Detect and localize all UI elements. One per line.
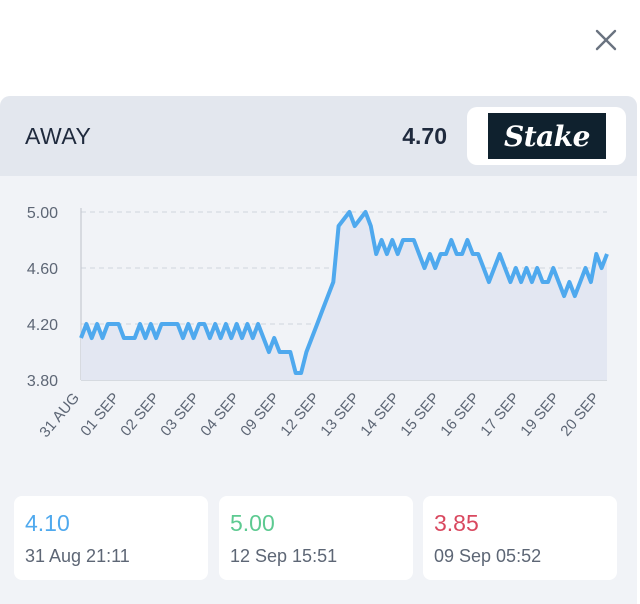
opening-odds-value: 4.10 (25, 510, 70, 536)
highest-odds-time: 12 Sep 15:51 (230, 546, 338, 566)
x-tick-label: 14 SEP (357, 390, 403, 440)
y-tick-label: 4.20 (27, 317, 58, 334)
x-tick-label: 19 SEP (517, 390, 563, 440)
x-tick-label: 13 SEP (317, 390, 363, 440)
opening-odds-card: 4.10 31 Aug 21:11 (14, 496, 208, 580)
bookmaker-badge[interactable]: Stake (467, 107, 626, 165)
series-area (81, 212, 607, 380)
odds-history-panel: AWAY 4.70 Stake 5.00 4.60 4.20 3.80 31 AUG 01… (0, 96, 637, 604)
y-tick-label: 5.00 (27, 205, 58, 222)
highest-odds-value: 5.00 (230, 510, 275, 536)
close-button[interactable] (592, 26, 620, 54)
lowest-odds-card: 3.85 09 Sep 05:52 (423, 496, 617, 580)
panel-header: AWAY 4.70 Stake (0, 96, 637, 176)
y-tick-label: 4.60 (27, 261, 58, 278)
lowest-odds-time: 09 Sep 05:52 (434, 546, 542, 566)
current-odds: 4.70 (402, 123, 447, 149)
x-tick-label: 12 SEP (277, 390, 323, 440)
lowest-odds-value: 3.85 (434, 510, 479, 536)
side-label: AWAY (25, 123, 92, 149)
x-tick-label: 02 SEP (117, 390, 163, 440)
x-tick-label: 17 SEP (477, 390, 523, 440)
highest-odds-card: 5.00 12 Sep 15:51 (219, 496, 413, 580)
x-tick-label: 01 SEP (77, 390, 123, 440)
x-tick-label: 16 SEP (437, 390, 483, 440)
series-line (79, 210, 609, 375)
x-tick-label: 09 SEP (237, 390, 283, 440)
x-tick-label: 15 SEP (397, 390, 443, 440)
opening-odds-time: 31 Aug 21:11 (25, 546, 130, 566)
x-tick-label: 04 SEP (197, 390, 243, 440)
close-icon (595, 29, 617, 51)
x-tick-label: 03 SEP (157, 390, 203, 440)
bookmaker-logo: Stake (488, 113, 606, 159)
y-tick-label: 3.80 (27, 373, 58, 390)
x-tick-label: 20 SEP (557, 390, 603, 440)
x-tick-label: 31 AUG (36, 390, 83, 441)
